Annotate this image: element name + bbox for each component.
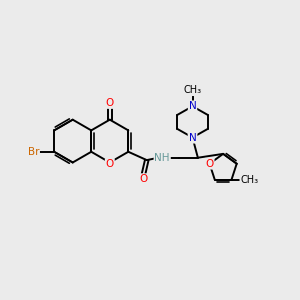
Text: O: O	[206, 159, 214, 169]
Text: O: O	[139, 174, 147, 184]
Text: Br: Br	[28, 147, 39, 157]
Text: O: O	[106, 98, 114, 108]
Text: CH₃: CH₃	[184, 85, 202, 95]
Text: N: N	[189, 133, 196, 142]
Text: O: O	[106, 159, 114, 169]
Text: N: N	[189, 101, 196, 111]
Text: N: N	[189, 133, 196, 142]
Text: CH₃: CH₃	[240, 175, 258, 185]
Text: NH: NH	[154, 153, 170, 163]
